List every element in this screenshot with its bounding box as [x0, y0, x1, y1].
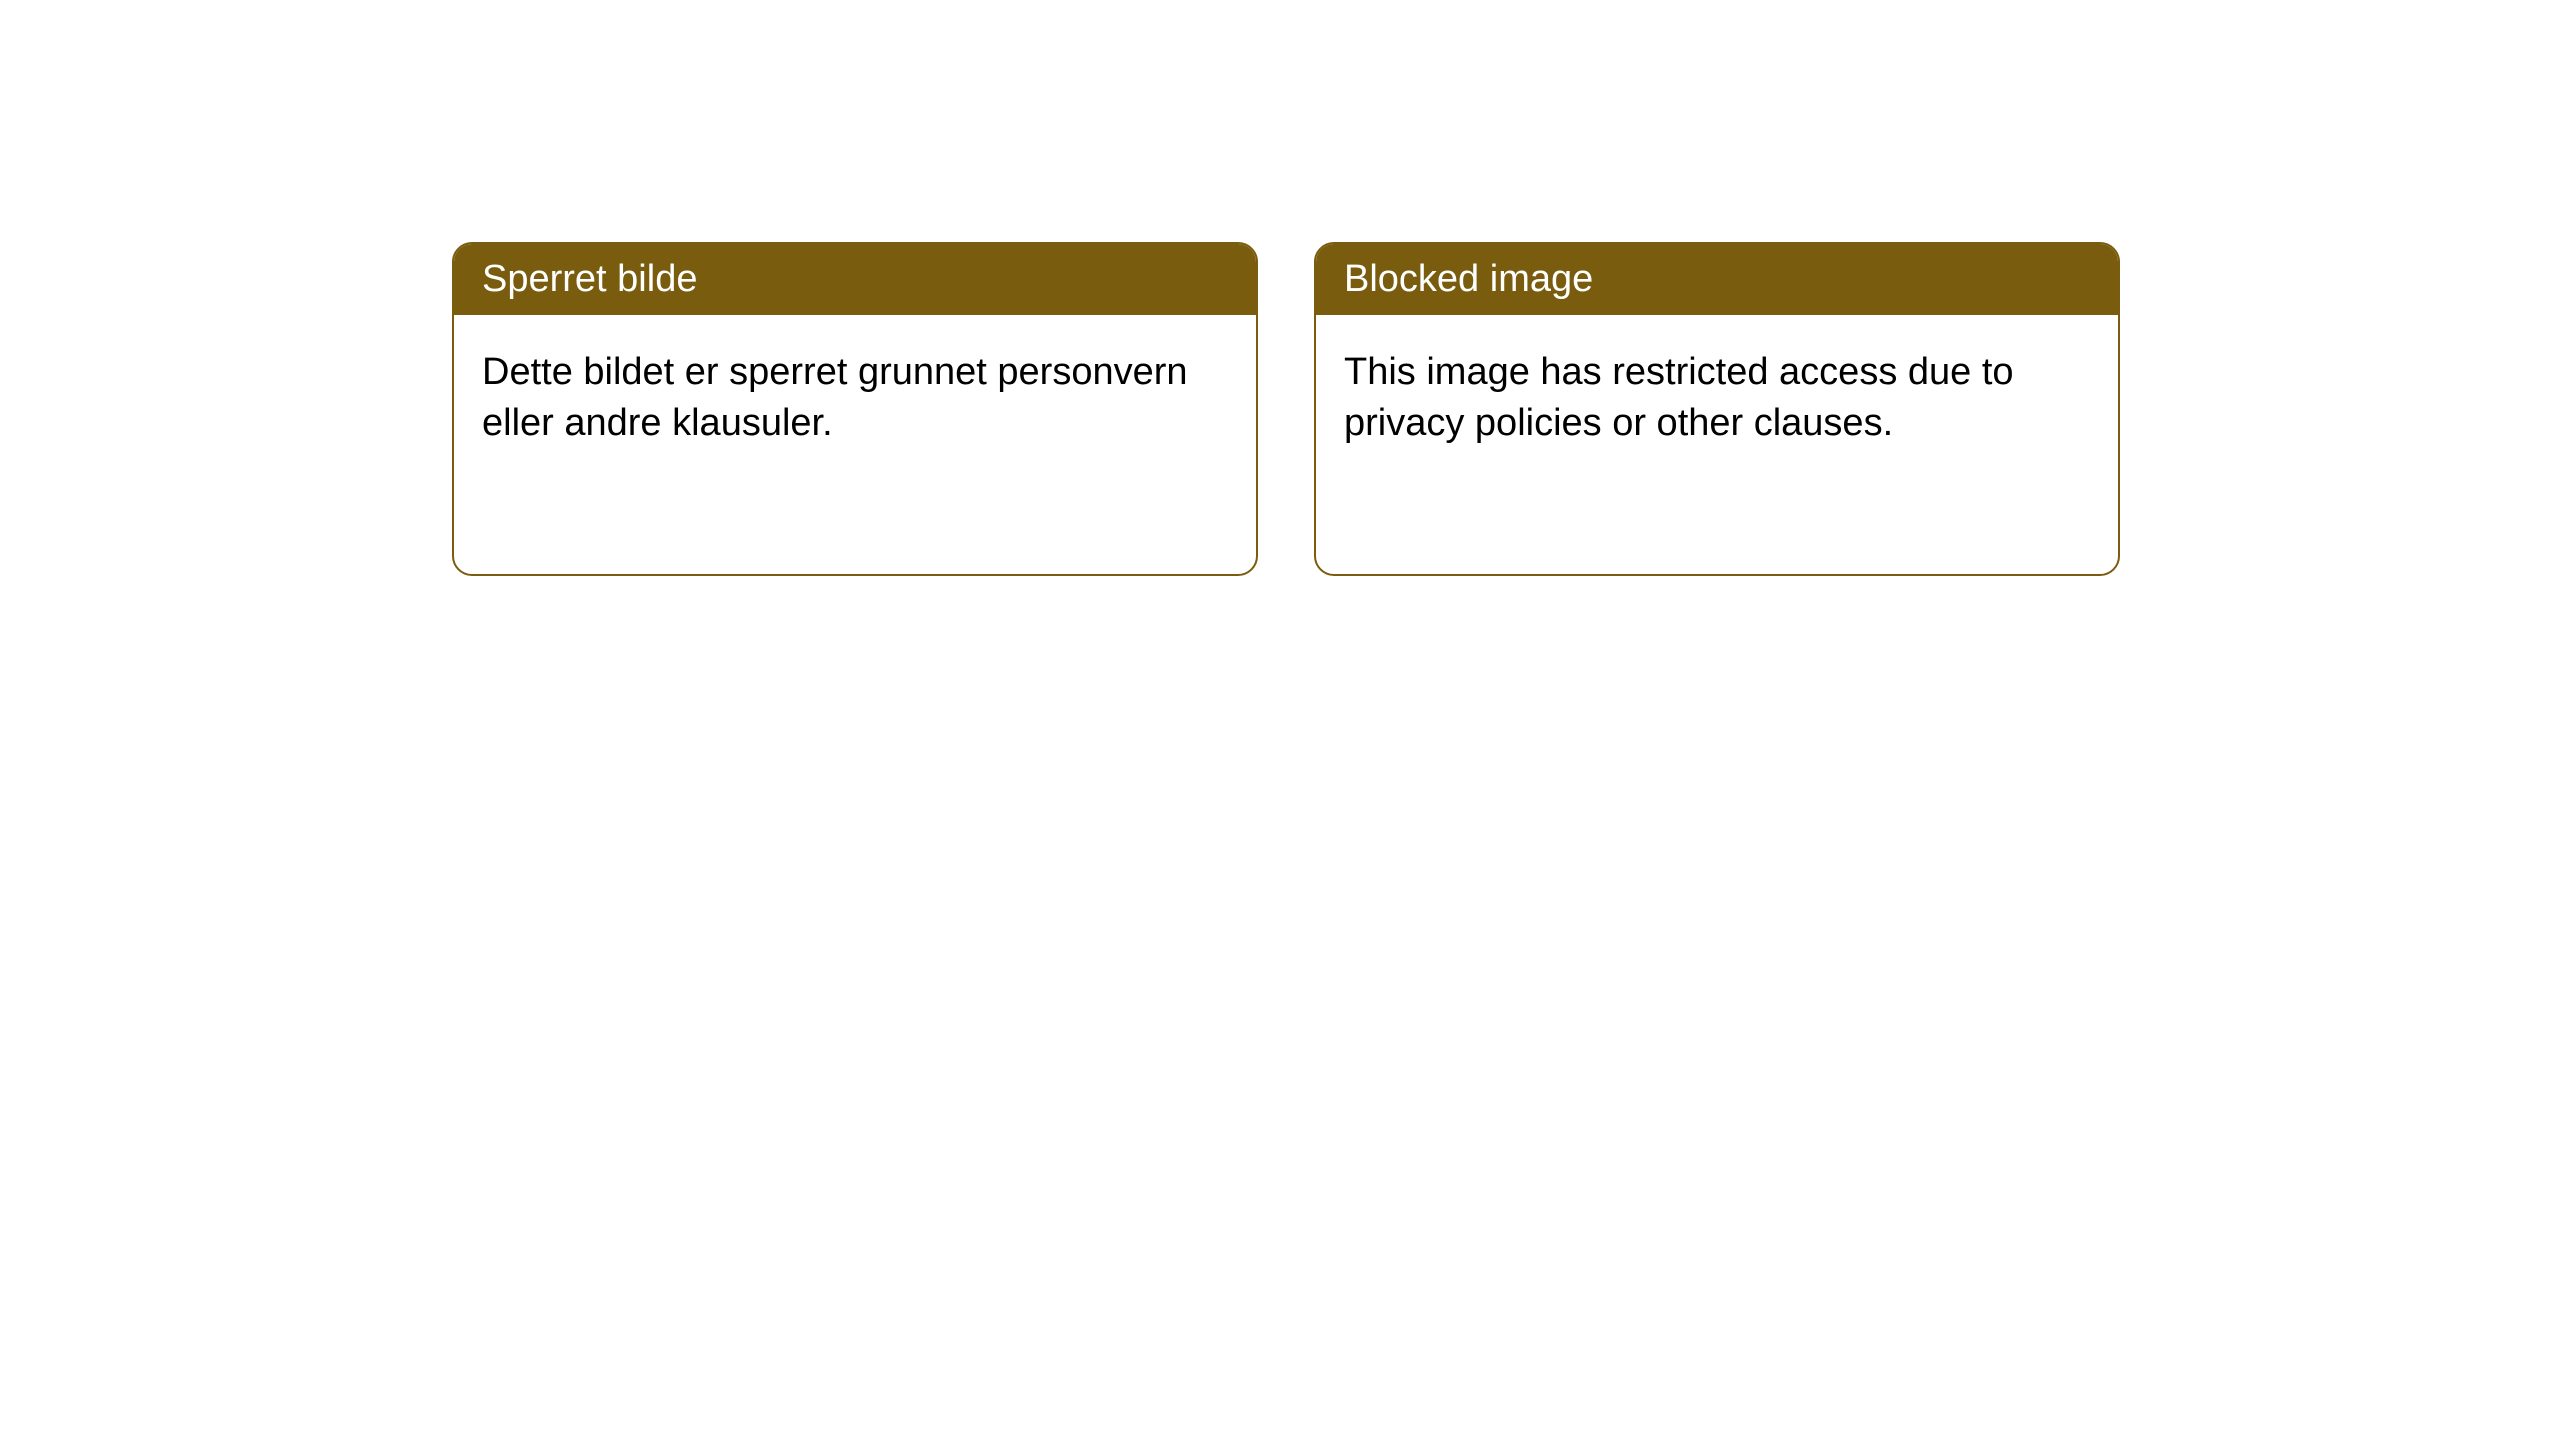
notice-title-norwegian: Sperret bilde	[454, 244, 1256, 315]
notice-body-english: This image has restricted access due to …	[1316, 315, 2118, 482]
notice-title-english: Blocked image	[1316, 244, 2118, 315]
notice-container: Sperret bilde Dette bildet er sperret gr…	[452, 242, 2120, 576]
notice-card-english: Blocked image This image has restricted …	[1314, 242, 2120, 576]
notice-card-norwegian: Sperret bilde Dette bildet er sperret gr…	[452, 242, 1258, 576]
notice-body-norwegian: Dette bildet er sperret grunnet personve…	[454, 315, 1256, 482]
